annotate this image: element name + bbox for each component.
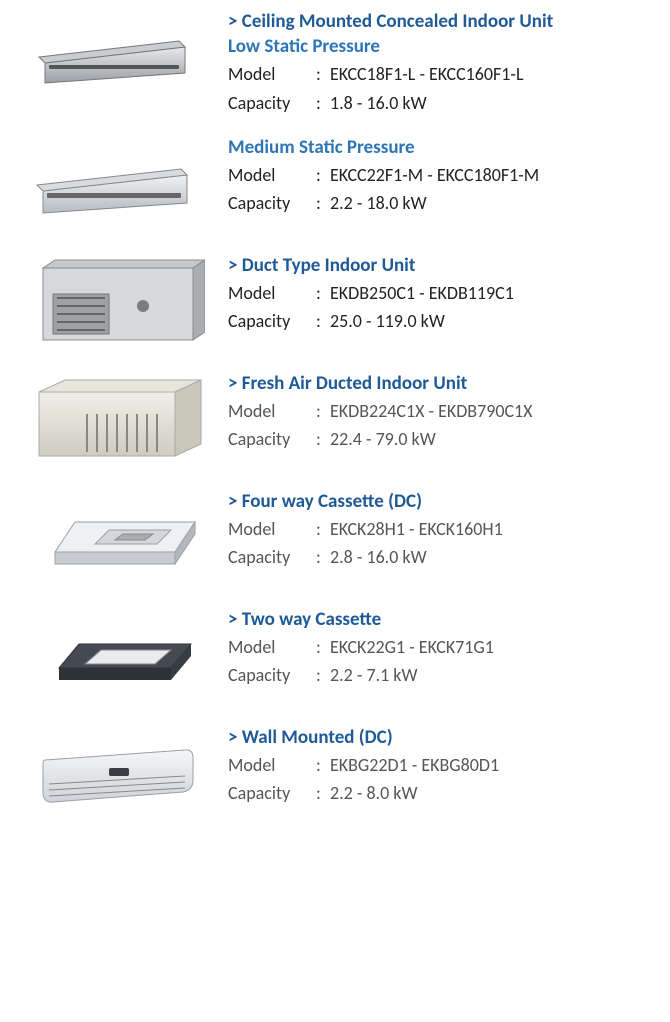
capacity-label: Capacity: [228, 89, 316, 118]
model-row: Model:EKCK22G1 - EKCK71G1: [228, 633, 494, 662]
model-label: Model: [228, 161, 316, 190]
model-value: EKCC18F1-L - EKCC160F1-L: [330, 63, 524, 85]
colon: :: [316, 189, 330, 218]
capacity-value: 2.2 - 7.1 kW: [330, 664, 418, 686]
model-label: Model: [228, 279, 316, 308]
product-details: > Four way Cassette (DC)Model:EKCK28H1 -…: [210, 490, 503, 573]
product-item: Medium Static PressureModel:EKCC22F1-M -…: [20, 136, 660, 236]
product-image: [20, 254, 210, 354]
colon: :: [316, 543, 330, 572]
colon: :: [316, 89, 330, 118]
capacity-value: 1.8 - 16.0 kW: [330, 92, 427, 114]
product-details: > Duct Type Indoor UnitModel:EKDB250C1 -…: [210, 254, 514, 337]
product-item: > Two way CassetteModel:EKCK22G1 - EKCK7…: [20, 608, 660, 708]
product-item: > Wall Mounted (DC)Model:EKBG22D1 - EKBG…: [20, 726, 660, 826]
capacity-label: Capacity: [228, 543, 316, 572]
capacity-value: 2.2 - 8.0 kW: [330, 782, 418, 804]
colon: :: [316, 661, 330, 690]
model-label: Model: [228, 60, 316, 89]
model-value: EKCK22G1 - EKCK71G1: [330, 636, 494, 658]
capacity-label: Capacity: [228, 661, 316, 690]
product-listing: > Ceiling Mounted Concealed Indoor UnitL…: [20, 10, 660, 826]
model-value: EKDB224C1X - EKDB790C1X: [330, 400, 533, 422]
capacity-row: Capacity:2.8 - 16.0 kW: [228, 543, 503, 572]
model-row: Model:EKCK28H1 - EKCK160H1: [228, 515, 503, 544]
product-details: > Wall Mounted (DC)Model:EKBG22D1 - EKBG…: [210, 726, 499, 809]
product-item: > Fresh Air Ducted Indoor UnitModel:EKDB…: [20, 372, 660, 472]
colon: :: [316, 751, 330, 780]
capacity-label: Capacity: [228, 779, 316, 808]
product-image: [20, 490, 210, 590]
product-item: > Ceiling Mounted Concealed Indoor UnitL…: [20, 10, 660, 118]
product-image: [20, 372, 210, 472]
colon: :: [316, 307, 330, 336]
model-label: Model: [228, 515, 316, 544]
colon: :: [316, 397, 330, 426]
product-details: Medium Static PressureModel:EKCC22F1-M -…: [210, 136, 539, 219]
capacity-value: 2.8 - 16.0 kW: [330, 546, 427, 568]
colon: :: [316, 60, 330, 89]
product-title[interactable]: > Duct Type Indoor Unit: [228, 254, 514, 277]
product-image: [20, 136, 210, 236]
model-row: Model:EKBG22D1 - EKBG80D1: [228, 751, 499, 780]
model-row: Model:EKDB224C1X - EKDB790C1X: [228, 397, 533, 426]
product-image: [20, 10, 210, 110]
capacity-row: Capacity:2.2 - 8.0 kW: [228, 779, 499, 808]
product-title[interactable]: > Two way Cassette: [228, 608, 494, 631]
product-image: [20, 726, 210, 826]
product-subtitle[interactable]: Low Static Pressure: [228, 35, 553, 58]
capacity-value: 25.0 - 119.0 kW: [330, 310, 445, 332]
model-value: EKBG22D1 - EKBG80D1: [330, 754, 499, 776]
capacity-row: Capacity:2.2 - 7.1 kW: [228, 661, 494, 690]
colon: :: [316, 515, 330, 544]
capacity-label: Capacity: [228, 189, 316, 218]
capacity-row: Capacity:2.2 - 18.0 kW: [228, 189, 539, 218]
colon: :: [316, 633, 330, 662]
model-row: Model:EKCC22F1-M - EKCC180F1-M: [228, 161, 539, 190]
model-value: EKDB250C1 - EKDB119C1: [330, 282, 514, 304]
product-details: > Two way CassetteModel:EKCK22G1 - EKCK7…: [210, 608, 494, 691]
product-item: > Duct Type Indoor UnitModel:EKDB250C1 -…: [20, 254, 660, 354]
product-title[interactable]: > Ceiling Mounted Concealed Indoor Unit: [228, 10, 553, 33]
colon: :: [316, 161, 330, 190]
product-details: > Ceiling Mounted Concealed Indoor UnitL…: [210, 10, 553, 118]
capacity-row: Capacity:1.8 - 16.0 kW: [228, 89, 553, 118]
product-title[interactable]: > Four way Cassette (DC): [228, 490, 503, 513]
model-row: Model:EKDB250C1 - EKDB119C1: [228, 279, 514, 308]
colon: :: [316, 425, 330, 454]
product-item: > Four way Cassette (DC)Model:EKCK28H1 -…: [20, 490, 660, 590]
product-title[interactable]: > Wall Mounted (DC): [228, 726, 499, 749]
model-row: Model:EKCC18F1-L - EKCC160F1-L: [228, 60, 553, 89]
model-label: Model: [228, 751, 316, 780]
capacity-row: Capacity:22.4 - 79.0 kW: [228, 425, 533, 454]
colon: :: [316, 279, 330, 308]
product-title[interactable]: > Fresh Air Ducted Indoor Unit: [228, 372, 533, 395]
model-value: EKCK28H1 - EKCK160H1: [330, 518, 503, 540]
model-value: EKCC22F1-M - EKCC180F1-M: [330, 164, 539, 186]
capacity-value: 22.4 - 79.0 kW: [330, 428, 436, 450]
capacity-label: Capacity: [228, 307, 316, 336]
model-label: Model: [228, 633, 316, 662]
product-image: [20, 608, 210, 708]
product-subtitle[interactable]: Medium Static Pressure: [228, 136, 539, 159]
capacity-label: Capacity: [228, 425, 316, 454]
capacity-value: 2.2 - 18.0 kW: [330, 192, 427, 214]
product-details: > Fresh Air Ducted Indoor UnitModel:EKDB…: [210, 372, 533, 455]
capacity-row: Capacity:25.0 - 119.0 kW: [228, 307, 514, 336]
colon: :: [316, 779, 330, 808]
model-label: Model: [228, 397, 316, 426]
